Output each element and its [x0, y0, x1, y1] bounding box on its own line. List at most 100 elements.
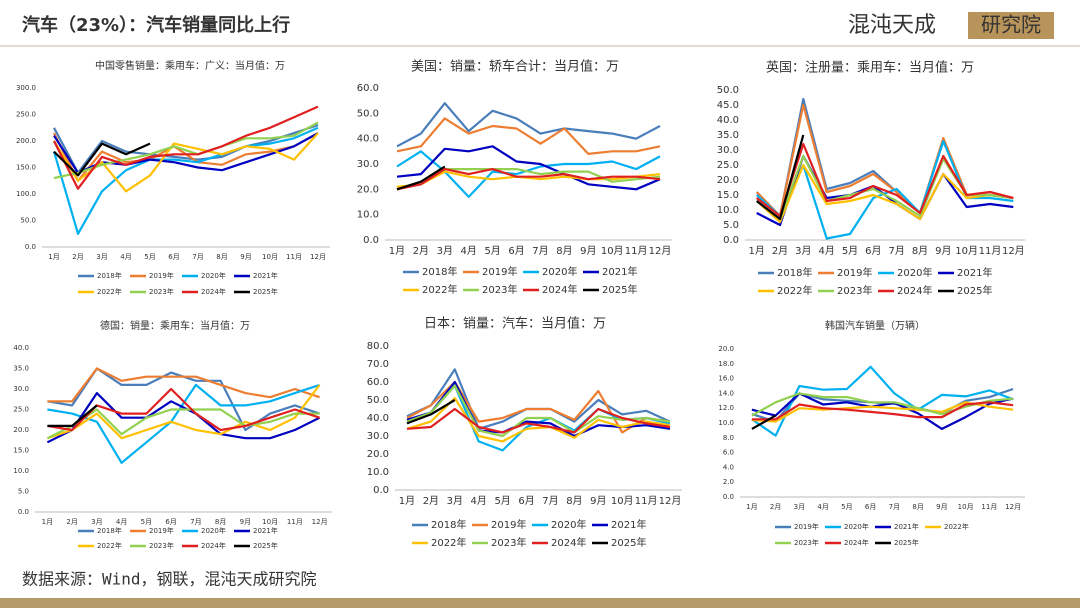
x-tick-label: 9月 [935, 245, 951, 257]
x-tick-label: 9月 [936, 503, 947, 511]
x-tick-label: 6月 [168, 253, 179, 261]
y-tick-label: 10.0 [367, 467, 389, 478]
y-tick-label: 20.0 [717, 175, 739, 186]
series-line [396, 165, 446, 191]
x-tick-label: 2月 [423, 495, 439, 507]
x-tick-label: 3月 [96, 253, 107, 261]
chart-title: 德国：销量：乘用车：当月值：万 [100, 319, 250, 332]
x-tick-label: 3月 [437, 245, 453, 257]
series-line [53, 124, 319, 174]
legend-label: 2020年 [551, 518, 586, 531]
x-tick-label: 11月 [286, 253, 302, 261]
x-tick-label: 7月 [192, 253, 203, 261]
series-line [47, 367, 320, 403]
legend-label: 2019年 [794, 522, 819, 531]
x-tick-label: 10月 [601, 245, 624, 257]
y-tick-label: 5.0 [723, 220, 739, 231]
legend-label: 2025年 [253, 287, 278, 296]
legend-label: 2024年 [201, 541, 226, 550]
x-tick-label: 7月 [190, 518, 201, 526]
y-tick-label: 20.0 [357, 184, 379, 195]
series-line [52, 126, 319, 235]
x-tick-label: 11月 [287, 518, 303, 526]
y-tick-label: 2.0 [723, 478, 734, 486]
series-line [396, 102, 661, 148]
legend-label: 2021年 [602, 265, 637, 278]
y-tick-label: 10.0 [13, 467, 29, 475]
legend-label: 2021年 [611, 518, 646, 531]
source-note: 数据来源：Wind，钢联，混沌天成研究院 [22, 570, 317, 589]
x-tick-label: 12月 [1005, 503, 1021, 511]
y-tick-label: 250.0 [16, 111, 36, 119]
x-tick-label: 1月 [48, 253, 59, 261]
legend-label: 2023年 [491, 536, 526, 549]
series-line [46, 408, 320, 440]
legend-label: 2018年 [422, 265, 457, 278]
x-tick-label: 12月 [310, 253, 326, 261]
y-tick-label: 14.0 [718, 389, 734, 397]
x-tick-label: 5月 [141, 518, 152, 526]
legend-label: 2018年 [97, 526, 122, 535]
x-tick-label: 9月 [580, 245, 596, 257]
x-tick-label: 4月 [817, 503, 828, 511]
x-tick-label: 6月 [508, 245, 524, 257]
y-tick-label: 40.0 [717, 115, 739, 126]
legend-label: 2019年 [491, 518, 526, 531]
series-line [396, 145, 661, 191]
y-tick-label: 50.0 [717, 85, 739, 96]
legend-label: 2022年 [97, 541, 122, 550]
x-tick-label: 8月 [912, 503, 923, 511]
series-line [751, 392, 1014, 430]
legend-label: 2022年 [422, 283, 457, 296]
x-tick-label: 7月 [889, 503, 900, 511]
series-line [406, 407, 671, 434]
legend-label: 2022年 [944, 522, 969, 531]
x-tick-label: 12月 [649, 245, 672, 257]
legend-label: 2021年 [253, 526, 278, 535]
x-tick-label: 9月 [240, 518, 251, 526]
series-line [47, 404, 98, 427]
series-line [406, 399, 456, 425]
y-tick-label: 25.0 [717, 160, 739, 171]
x-tick-label: 10月 [955, 245, 978, 257]
chart-title: 英国：注册量：乘用车：当月值：万 [766, 60, 974, 76]
legend-label: 2020年 [897, 266, 932, 279]
x-tick-label: 1月 [42, 518, 53, 526]
x-tick-label: 3月 [795, 245, 811, 257]
legend-label: 2020年 [201, 271, 226, 280]
legend-label: 2020年 [844, 522, 869, 531]
series-line [396, 117, 661, 155]
legend-label: 2025年 [602, 283, 637, 296]
legend-label: 2025年 [894, 538, 919, 547]
y-tick-label: 200.0 [16, 137, 36, 145]
y-tick-label: 0.0 [18, 508, 29, 516]
y-tick-label: 80.0 [367, 341, 389, 352]
x-tick-label: 11月 [979, 245, 1002, 257]
legend-label: 2024年 [897, 284, 932, 297]
x-tick-label: 6月 [165, 518, 176, 526]
legend-label: 2024年 [844, 538, 869, 547]
legend-label: 2025年 [957, 284, 992, 297]
series-line [756, 134, 805, 221]
x-tick-label: 11月 [981, 503, 997, 511]
x-tick-label: 1月 [389, 245, 405, 257]
series-line [46, 392, 321, 444]
y-tick-label: 16.0 [718, 375, 734, 383]
x-tick-label: 11月 [625, 245, 648, 257]
y-tick-label: 20.0 [13, 426, 29, 434]
legend-label: 2024年 [201, 287, 226, 296]
x-tick-label: 12月 [659, 495, 682, 507]
y-tick-label: 4.0 [723, 463, 734, 471]
logo-box [968, 12, 1054, 39]
chart-title: 中国零售销量：乘用车：广义：当月值：万 [95, 59, 285, 72]
y-tick-label: 20.0 [367, 449, 389, 460]
y-tick-label: 30.0 [367, 431, 389, 442]
y-tick-label: 10.0 [357, 210, 379, 221]
x-tick-label: 2月 [772, 245, 788, 257]
y-tick-label: 0.0 [363, 235, 379, 246]
legend-label: 2024年 [542, 283, 577, 296]
y-tick-label: 18.0 [718, 360, 734, 368]
y-tick-label: 35.0 [13, 365, 29, 373]
x-tick-label: 5月 [842, 245, 858, 257]
